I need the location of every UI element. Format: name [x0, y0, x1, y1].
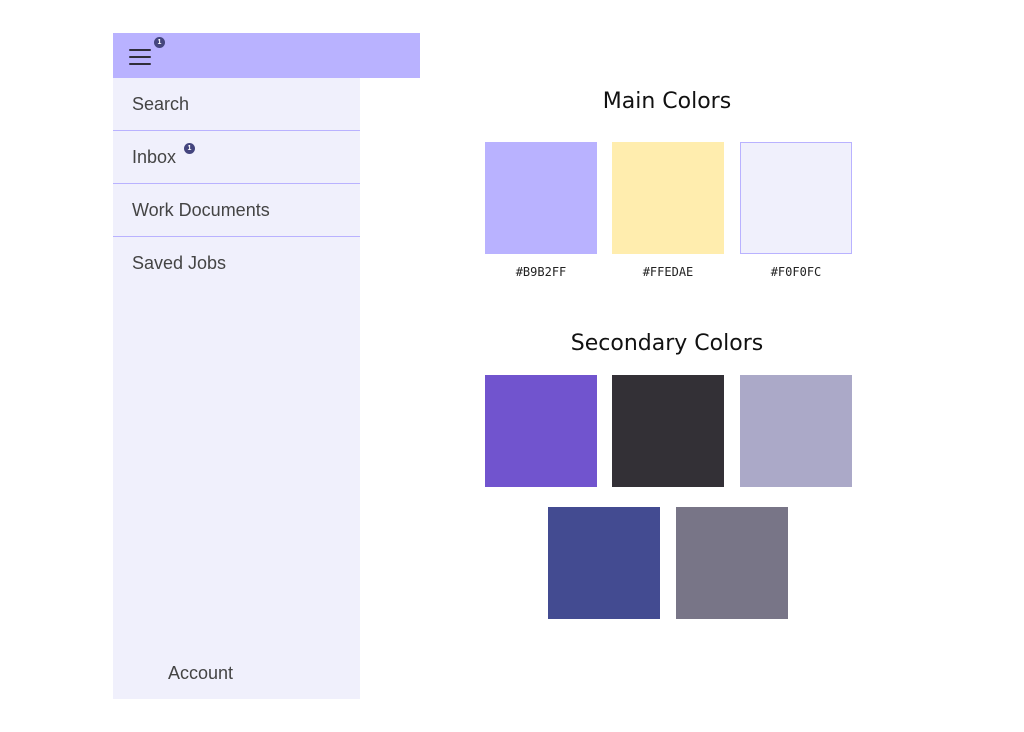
sidebar-item-inbox[interactable]: Inbox 1 — [113, 131, 360, 184]
color-hex-label: #F0F0FC — [770, 265, 822, 279]
color-swatch-background — [740, 142, 852, 254]
color-hex-label: #B9B2FF — [515, 265, 567, 279]
hamburger-menu-icon[interactable]: 1 — [129, 37, 165, 65]
inbox-notification-badge: 1 — [184, 143, 195, 154]
sidebar-item-label: Inbox — [132, 147, 177, 167]
sidebar-item-label: Work Documents — [132, 200, 270, 220]
sidebar-item-saved-jobs[interactable]: Saved Jobs — [113, 237, 360, 289]
menu-line — [129, 63, 151, 65]
sidebar-item-label: Saved Jobs — [132, 253, 227, 273]
sidebar-item-search[interactable]: Search — [113, 78, 360, 131]
sidebar-item-work-documents[interactable]: Work Documents — [113, 184, 360, 237]
menu-notification-badge: 1 — [154, 37, 165, 48]
color-swatch-accent — [612, 142, 724, 254]
top-bar: 1 — [113, 33, 420, 78]
color-swatch-secondary — [612, 375, 724, 487]
menu-line — [129, 56, 151, 58]
color-swatch-primary — [485, 142, 597, 254]
color-swatch-secondary — [676, 507, 788, 619]
menu-line — [129, 49, 151, 51]
sidebar: Search Inbox 1 Work Documents Saved Jobs… — [113, 78, 360, 699]
color-swatch-secondary — [485, 375, 597, 487]
color-swatch-secondary — [548, 507, 660, 619]
color-hex-label: #FFEDAE — [642, 265, 694, 279]
sidebar-item-label: Search — [132, 94, 190, 114]
color-swatch-secondary — [740, 375, 852, 487]
account-link[interactable]: Account — [168, 663, 234, 683]
main-colors-heading: Main Colors — [602, 89, 732, 114]
secondary-colors-heading: Secondary Colors — [570, 331, 764, 356]
